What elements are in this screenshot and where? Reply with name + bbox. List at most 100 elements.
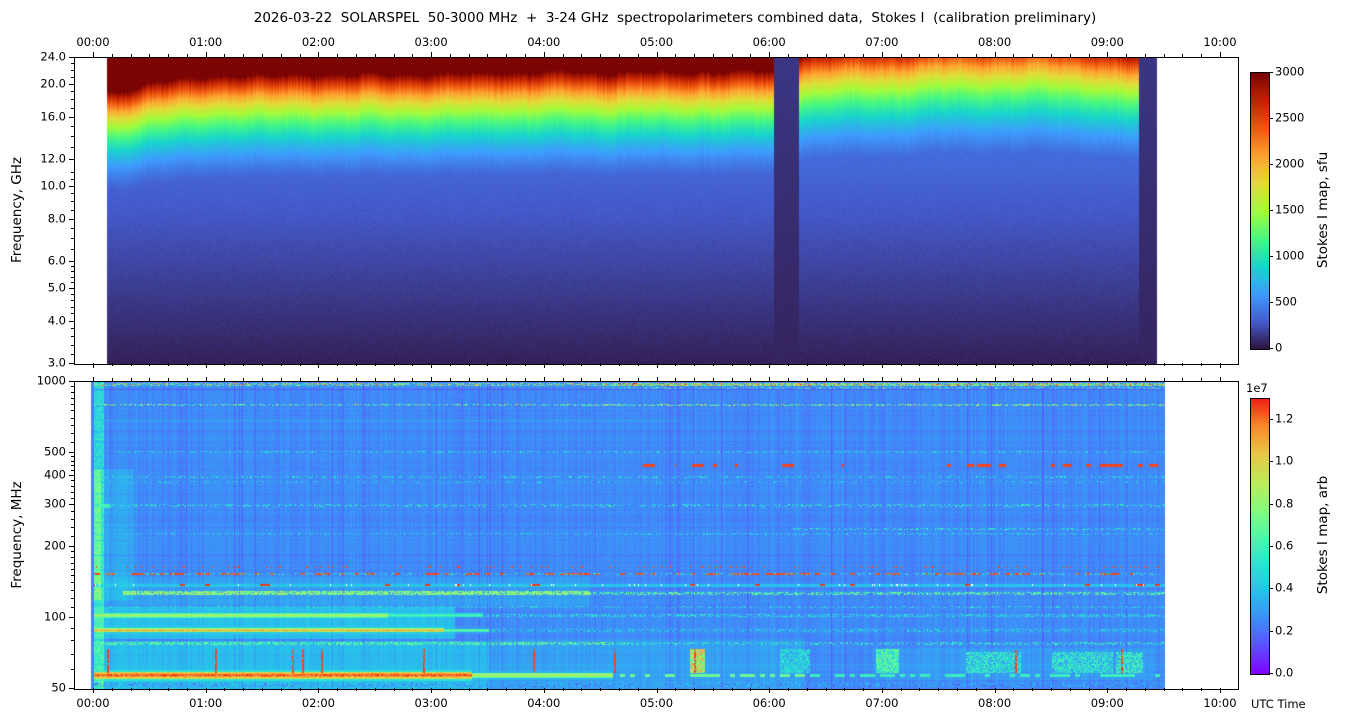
tick-mark — [280, 378, 282, 381]
tick-mark — [262, 378, 264, 381]
tick-mark — [71, 460, 74, 462]
tick-mark — [618, 688, 620, 691]
x-tick-label-top: 09:00 — [1090, 35, 1124, 49]
tick-mark — [1013, 363, 1015, 366]
tick-mark — [186, 54, 188, 57]
tick-mark — [374, 363, 376, 366]
tick-mark — [750, 363, 752, 366]
tick-mark — [243, 54, 245, 57]
tick-mark — [581, 54, 583, 57]
colorbar-offset-text: 1e7 — [1246, 381, 1268, 395]
tick-mark — [71, 306, 74, 308]
tick-mark — [393, 54, 395, 57]
tick-mark — [71, 562, 74, 564]
y-tick-label-mhz: 400 — [44, 467, 66, 482]
tick-mark — [71, 271, 74, 273]
tick-mark — [769, 363, 771, 368]
tick-mark — [280, 363, 282, 366]
tick-mark — [600, 363, 602, 366]
colorbar-tick-label-ghz: 2500 — [1275, 110, 1305, 125]
spectrogram-canvas-mhz — [75, 382, 1238, 689]
tick-mark — [1220, 377, 1221, 381]
tick-mark — [1144, 688, 1146, 691]
tick-mark — [262, 54, 264, 57]
tick-mark — [71, 178, 74, 180]
tick-mark — [111, 363, 113, 366]
tick-mark — [71, 527, 74, 529]
tick-mark — [919, 363, 921, 366]
tick-mark — [1032, 378, 1034, 381]
tick-mark — [1144, 363, 1146, 366]
tick-mark — [487, 54, 489, 57]
tick-mark — [71, 480, 74, 482]
y-tick-label-ghz: 4.0 — [47, 313, 66, 328]
tick-mark — [71, 336, 74, 338]
tick-mark — [93, 688, 94, 693]
tick-mark — [71, 91, 74, 93]
tick-mark — [543, 52, 545, 57]
tick-mark — [1163, 363, 1165, 366]
tick-mark — [71, 107, 74, 109]
tick-mark — [224, 378, 226, 381]
tick-mark — [449, 54, 451, 57]
tick-mark — [262, 363, 264, 366]
tick-mark — [299, 378, 301, 381]
tick-mark — [938, 363, 940, 366]
tick-mark — [355, 54, 357, 57]
figure-title: 2026-03-22 SOLARSPEL 50-3000 MHz + 3-24 … — [253, 10, 1097, 26]
tick-mark — [71, 653, 74, 655]
tick-mark — [71, 551, 74, 553]
tick-mark — [975, 54, 977, 57]
tick-mark — [525, 54, 527, 57]
tick-mark — [431, 52, 433, 57]
x-tick-label-bottom: 07:00 — [865, 696, 899, 710]
tick-mark — [656, 688, 658, 693]
tick-mark — [205, 377, 207, 381]
x-tick-label-top: 04:00 — [527, 35, 561, 49]
tick-mark — [69, 474, 74, 476]
tick-mark — [750, 378, 752, 381]
x-tick-label-bottom: 03:00 — [414, 696, 448, 710]
colorbar-tick-label-ghz: 1500 — [1275, 202, 1305, 217]
tick-mark — [787, 688, 789, 691]
tick-mark — [844, 378, 846, 381]
tick-mark — [600, 688, 602, 691]
y-tick-label-ghz: 16.0 — [40, 109, 66, 124]
tick-mark — [1220, 363, 1221, 368]
x-tick-label-top: 07:00 — [865, 35, 899, 49]
tick-mark — [71, 433, 74, 435]
spectrogram-canvas-ghz — [75, 58, 1238, 364]
tick-mark — [205, 363, 207, 368]
colorbar-ghz — [1250, 72, 1270, 350]
tick-mark — [694, 363, 696, 366]
tick-mark — [71, 491, 74, 493]
tick-mark — [656, 377, 658, 381]
tick-mark — [1126, 54, 1128, 57]
x-tick-label-bottom: 06:00 — [752, 696, 786, 710]
tick-mark — [374, 54, 376, 57]
tick-mark — [900, 378, 902, 381]
tick-mark — [1013, 688, 1015, 691]
tick-mark — [1269, 503, 1273, 505]
tick-mark — [71, 147, 74, 149]
tick-mark — [468, 54, 470, 57]
tick-mark — [769, 52, 771, 57]
tick-mark — [1126, 378, 1128, 381]
tick-mark — [71, 228, 74, 230]
tick-mark — [1050, 54, 1052, 57]
tick-mark — [731, 378, 733, 381]
colorbar-tick-label-mhz: 0.6 — [1275, 538, 1294, 553]
y-tick-label-ghz: 24.0 — [40, 49, 66, 64]
tick-mark — [1269, 546, 1273, 548]
tick-mark — [525, 688, 527, 691]
colorbar-tick-label-mhz: 0.8 — [1275, 496, 1294, 511]
colorbar-mhz — [1250, 398, 1270, 675]
tick-mark — [71, 627, 74, 629]
colorbar-tick-label-ghz: 2000 — [1275, 156, 1305, 171]
tick-mark — [69, 159, 74, 160]
tick-mark — [71, 391, 74, 393]
tick-mark — [994, 377, 996, 381]
tick-mark — [130, 54, 132, 57]
tick-mark — [449, 688, 451, 691]
tick-mark — [1269, 419, 1273, 421]
